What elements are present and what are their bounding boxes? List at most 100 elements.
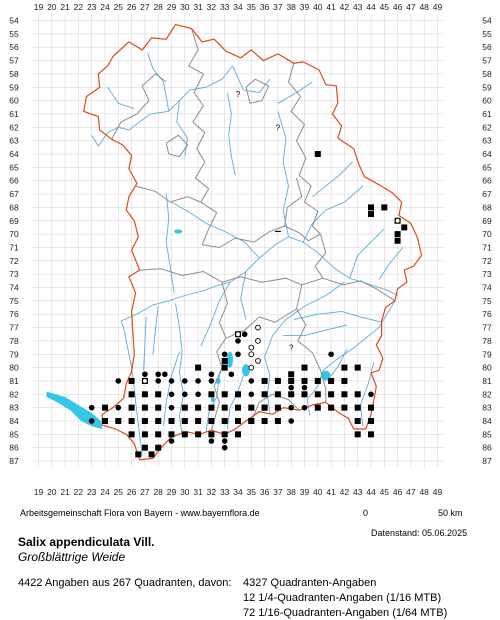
stats-sixteenth: 72 1/16-Quadranten-Angaben (1/64 MTB) xyxy=(243,607,448,619)
y-label: 78 xyxy=(9,336,19,346)
x-label: 19 xyxy=(34,487,44,497)
quadrant-square-marker xyxy=(368,204,374,211)
quadrant-square-marker xyxy=(221,418,228,424)
quadrant-square-marker xyxy=(401,224,408,231)
quadrant-square-marker xyxy=(394,231,401,238)
quadrant-square-marker xyxy=(208,391,215,398)
quadrant-square-marker xyxy=(341,404,348,411)
quadrant-square-marker xyxy=(155,418,162,424)
x-label: 30 xyxy=(180,2,190,12)
quadrant-square-marker xyxy=(221,391,228,398)
subquadrant-dot-marker xyxy=(301,384,308,391)
quadrant-square-marker xyxy=(195,431,202,438)
y-label: 73 xyxy=(482,269,492,279)
subquadrant-dot-marker xyxy=(235,351,241,358)
x-label: 33 xyxy=(220,487,230,497)
quadrant-square-marker xyxy=(235,431,241,438)
y-label: 84 xyxy=(9,416,19,426)
subquadrant-dot-marker xyxy=(115,404,122,411)
y-label: 70 xyxy=(482,229,492,239)
x-label: 44 xyxy=(366,2,376,12)
x-label: 25 xyxy=(114,2,124,12)
x-label: 30 xyxy=(180,487,190,497)
y-label: 58 xyxy=(9,69,19,79)
stats-quadrant: 4327 Quadranten-Angaben xyxy=(243,577,377,589)
quadrant-square-marker xyxy=(141,404,148,411)
open-circle-marker xyxy=(248,344,255,351)
y-label: 81 xyxy=(9,376,19,386)
x-label: 40 xyxy=(313,2,323,12)
x-label: 29 xyxy=(167,2,177,12)
x-label: 35 xyxy=(247,2,257,12)
x-label: 20 xyxy=(47,487,57,497)
quadrant-square-marker xyxy=(288,377,295,384)
quadrant-square-marker xyxy=(168,431,175,438)
subquadrant-dot-marker xyxy=(221,438,228,444)
stats-quarter: 12 1/4-Quadranten-Angaben (1/16 MTB) xyxy=(243,592,442,604)
x-label: 48 xyxy=(419,2,429,12)
quadrant-square-marker xyxy=(208,404,215,411)
x-label: 39 xyxy=(300,487,310,497)
quadrant-square-marker xyxy=(235,418,241,424)
x-label: 26 xyxy=(127,487,137,497)
y-label: 77 xyxy=(482,323,492,333)
x-label: 46 xyxy=(393,487,403,497)
district-borders xyxy=(111,28,396,431)
subquadrant-dot-marker xyxy=(368,391,374,398)
y-label: 61 xyxy=(9,109,19,119)
y-label: 57 xyxy=(482,56,492,66)
quadrant-square-marker xyxy=(155,391,162,398)
quadrant-square-marker xyxy=(341,364,348,371)
subquadrant-dot-marker xyxy=(155,378,161,384)
quadrant-square-marker xyxy=(314,151,321,157)
quadrant-square-marker xyxy=(341,377,348,384)
x-label: 40 xyxy=(313,487,323,497)
x-label: 49 xyxy=(433,2,443,12)
quadrant-square-marker xyxy=(314,404,321,411)
subquadrant-dot-marker xyxy=(328,351,334,358)
open-circle-marker xyxy=(235,331,241,338)
quadrant-square-marker xyxy=(208,418,215,424)
quadrant-square-marker xyxy=(328,404,335,411)
x-label: 19 xyxy=(34,2,44,12)
quadrant-square-marker xyxy=(261,404,268,411)
y-label: 66 xyxy=(9,176,19,186)
x-label: 27 xyxy=(140,2,150,12)
x-label: 37 xyxy=(273,487,283,497)
y-label: 85 xyxy=(482,429,492,439)
x-label: 34 xyxy=(233,2,243,12)
x-label: 49 xyxy=(433,487,443,497)
quadrant-square-marker xyxy=(181,404,188,411)
quadrant-square-marker xyxy=(368,404,374,411)
subquadrant-dot-marker xyxy=(182,391,188,398)
quadrant-square-marker xyxy=(248,404,255,411)
quadrant-square-marker xyxy=(181,431,188,438)
quadrant-square-marker xyxy=(341,391,348,398)
y-label: 71 xyxy=(482,242,492,252)
y-label: 69 xyxy=(482,216,492,226)
y-label: 72 xyxy=(482,256,492,266)
subquadrant-dot-marker xyxy=(168,391,175,398)
y-label: 82 xyxy=(482,389,492,399)
y-label: 71 xyxy=(9,242,19,252)
state-border xyxy=(83,23,423,461)
quadrant-square-marker xyxy=(314,391,321,398)
uncertain-marker: ? xyxy=(276,123,281,132)
subquadrant-dot-marker xyxy=(155,371,161,378)
y-label: 80 xyxy=(482,363,492,373)
y-label: 59 xyxy=(482,82,492,92)
quadrant-square-marker xyxy=(221,404,228,411)
x-label: 35 xyxy=(247,487,257,497)
subquadrant-dot-marker xyxy=(288,404,295,411)
y-label: 54 xyxy=(9,16,19,26)
x-label: 47 xyxy=(406,487,416,497)
y-label: 59 xyxy=(9,82,19,92)
grid-lines xyxy=(32,14,444,468)
subquadrant-dot-marker xyxy=(301,404,308,411)
scale-start-label: 0 xyxy=(363,508,369,518)
y-label: 58 xyxy=(482,69,492,79)
y-label: 61 xyxy=(482,109,492,119)
x-label: 41 xyxy=(326,487,336,497)
y-label: 68 xyxy=(482,202,492,212)
y-label: 80 xyxy=(9,363,19,373)
